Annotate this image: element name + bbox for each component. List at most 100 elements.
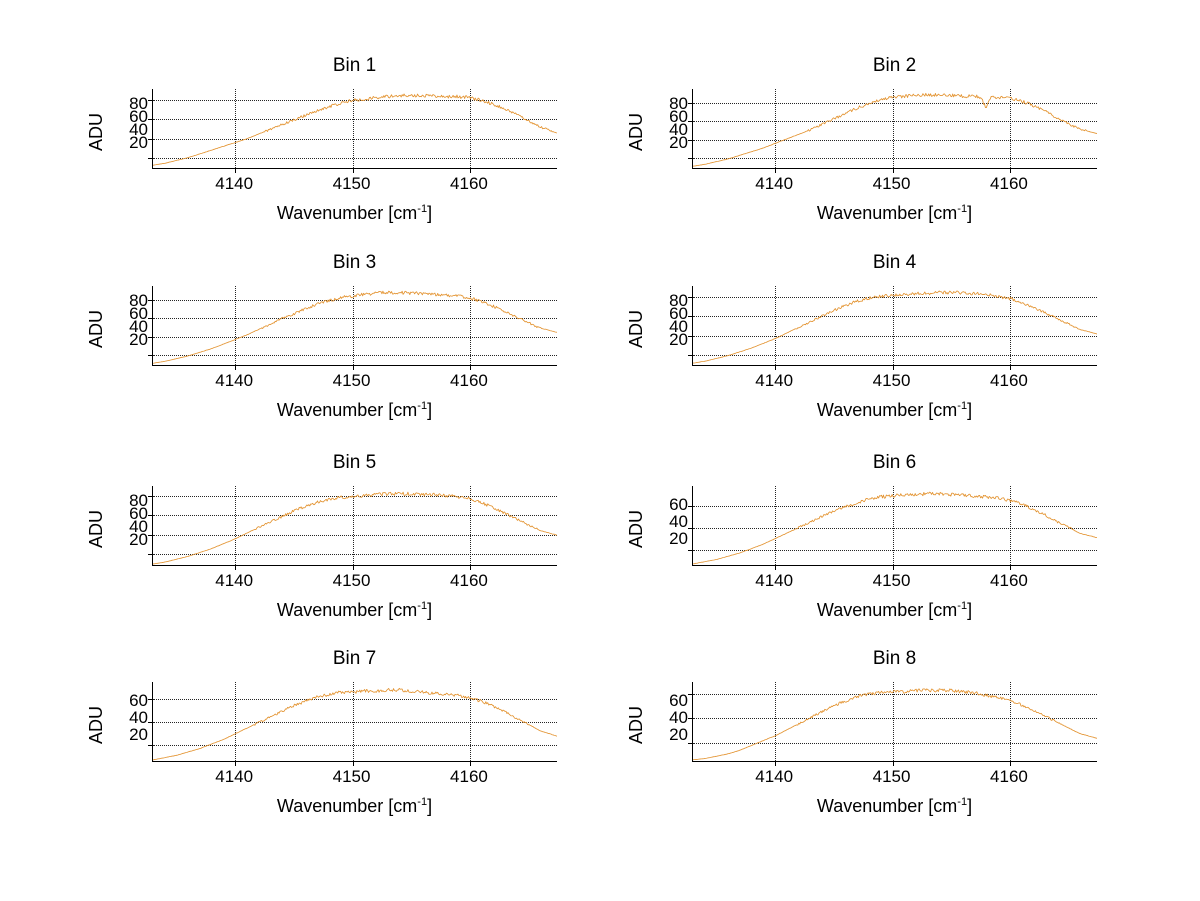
y-gridline	[153, 699, 557, 701]
y-axis-label: ADU	[86, 112, 106, 151]
y-gridline	[693, 121, 1097, 123]
subplot-bin-2: Bin 2 80 60 40 20 4140 4150 4160 ADU Wavenumber […	[600, 55, 1160, 250]
y-tick-label: 40	[669, 317, 688, 336]
x-tick-label: 4160	[990, 571, 1028, 590]
y-gridline	[153, 100, 557, 102]
x-gridline	[775, 682, 777, 761]
x-tick	[775, 365, 777, 370]
y-tick	[148, 744, 153, 746]
y-tick	[148, 299, 153, 301]
x-axis-label-text: Wavenumber [cm	[816, 796, 958, 816]
x-tick	[892, 761, 894, 766]
y-tick-label: 20	[669, 725, 688, 744]
y-tick-label: 80	[129, 291, 148, 310]
y-axis-label: ADU	[626, 705, 646, 744]
x-tick-label: 4150	[332, 767, 371, 786]
x-tick-label: 4140	[215, 371, 254, 390]
x-tick	[235, 168, 237, 173]
y-tick	[148, 554, 153, 556]
x-gridline	[892, 89, 894, 168]
y-tick-label: 20	[129, 725, 148, 744]
x-tick-label: 4150	[872, 371, 911, 390]
x-axis-label-exponent: -1	[417, 203, 428, 215]
y-tick-label: 80	[129, 491, 148, 510]
subplot-title: Bin 8	[872, 648, 917, 669]
x-gridline	[1009, 89, 1011, 168]
x-axis-label: Wavenumber [cm-1]	[152, 203, 557, 224]
x-gridline	[352, 682, 354, 761]
y-tick-label: 20	[129, 330, 148, 349]
x-tick-label: 4140	[755, 571, 794, 590]
y-tick	[148, 515, 153, 517]
y-tick-label: 40	[129, 317, 148, 336]
x-gridline	[352, 486, 354, 565]
plot-area	[148, 89, 557, 173]
y-tick	[688, 550, 693, 552]
x-axis-label-text: Wavenumber [cm	[816, 600, 958, 620]
y-gridline	[693, 335, 1097, 337]
y-tick	[148, 495, 153, 497]
y-tick-label: 60	[669, 107, 688, 126]
y-tick	[148, 138, 153, 140]
subplot-title: Bin 7	[332, 648, 377, 669]
y-gridline	[693, 718, 1097, 720]
x-tick-label: 4150	[872, 571, 911, 590]
x-gridline	[775, 486, 777, 565]
plot-area	[688, 286, 1097, 370]
y-gridline	[153, 354, 557, 356]
y-tick	[688, 506, 693, 507]
x-tick	[352, 365, 354, 370]
y-gridline	[693, 139, 1097, 141]
x-axis-label-text: Wavenumber [cm	[276, 796, 418, 816]
y-tick	[148, 119, 153, 121]
x-tick	[892, 565, 894, 570]
x-gridline	[469, 286, 471, 365]
x-axis-label: Wavenumber [cm-1]	[152, 600, 557, 621]
x-tick-label: 4140	[755, 174, 794, 193]
x-tick	[352, 168, 354, 173]
y-tick	[688, 102, 693, 104]
x-axis-label: Wavenumber [cm-1]	[152, 796, 557, 817]
y-tick	[148, 699, 153, 701]
x-axis-label: Wavenumber [cm-1]	[692, 600, 1097, 621]
spectrum-line	[153, 491, 557, 565]
x-gridline	[235, 682, 237, 761]
y-axis-label: ADU	[626, 309, 646, 348]
x-tick	[775, 168, 777, 173]
subplot-title: Bin 6	[872, 452, 917, 473]
x-tick	[469, 365, 471, 370]
x-axis-label-text: Wavenumber [cm	[816, 203, 958, 223]
x-tick-label: 4160	[990, 174, 1028, 193]
x-gridline	[1009, 682, 1011, 761]
y-gridline	[693, 157, 1097, 159]
x-axis-label-text: Wavenumber [cm	[276, 600, 418, 620]
x-axis-label-tail: ]	[967, 796, 973, 816]
y-tick	[148, 100, 153, 102]
y-tick-label: 20	[669, 133, 688, 152]
x-tick-label: 4140	[215, 174, 254, 193]
spectrum-line	[693, 92, 1097, 167]
y-tick	[688, 121, 693, 123]
x-tick	[352, 565, 354, 570]
x-axis-label-tail: ]	[967, 203, 973, 223]
y-axis-label: ADU	[626, 509, 646, 548]
x-gridline	[775, 89, 777, 168]
x-gridline	[235, 486, 237, 565]
x-tick	[775, 565, 777, 570]
x-tick	[775, 761, 777, 766]
x-gridline	[892, 486, 894, 565]
x-tick-label: 4160	[450, 371, 488, 390]
y-tick	[148, 318, 153, 320]
y-tick-label: 20	[669, 529, 688, 548]
y-gridline	[153, 336, 557, 338]
x-axis-label-exponent: -1	[957, 600, 968, 612]
x-tick	[1009, 168, 1011, 173]
subplot-bin-6: Bin 6 60 40 20 4140 4150 4160 ADU Wavenumber [cm…	[600, 452, 1160, 647]
x-tick-label: 4160	[450, 174, 488, 193]
x-gridline	[469, 682, 471, 761]
x-axis-label-text: Wavenumber [cm	[816, 400, 958, 420]
x-axis-label-tail: ]	[427, 796, 433, 816]
x-tick-label: 4150	[332, 174, 371, 193]
y-tick	[688, 528, 693, 530]
x-tick-label: 4150	[332, 371, 371, 390]
